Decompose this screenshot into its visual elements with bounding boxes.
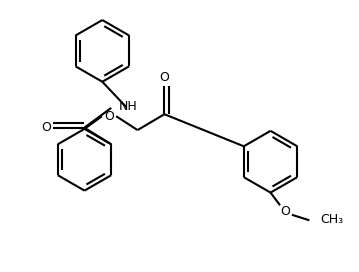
Text: O: O [41, 121, 51, 134]
Text: O: O [280, 205, 290, 218]
Text: O: O [104, 110, 114, 123]
Text: NH: NH [118, 100, 137, 113]
Text: CH₃: CH₃ [320, 213, 344, 226]
Text: O: O [159, 71, 169, 84]
